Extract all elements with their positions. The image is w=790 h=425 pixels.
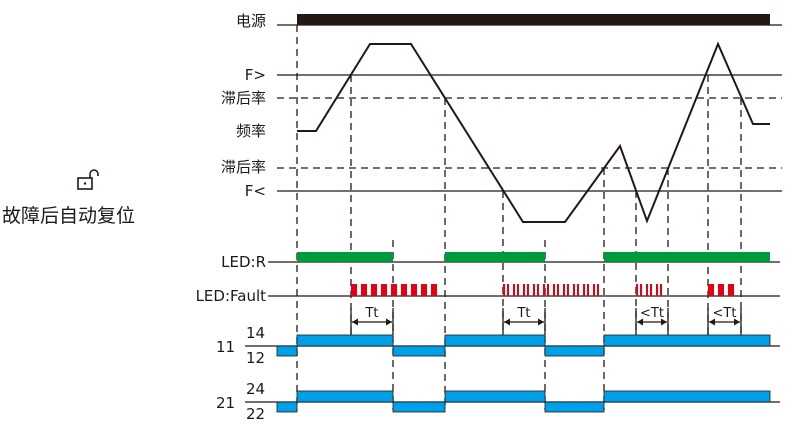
fault-pulse — [547, 284, 549, 296]
led-fault-pulses — [351, 284, 734, 296]
fault-pulse — [533, 284, 535, 296]
relay1-nc-label: 12 — [246, 349, 265, 367]
fault-pulse — [523, 284, 525, 296]
led-fault-label: LED:Fault — [196, 287, 267, 305]
fault-pulse — [597, 284, 599, 296]
relay2-closed-nc — [544, 401, 605, 413]
delay-markers: Tt Tt <Tt <Tt — [350, 306, 742, 335]
delay-label: <Tt — [640, 306, 664, 321]
relay2-closed-nc — [392, 401, 446, 413]
fault-pulse — [553, 284, 555, 296]
fault-pulse — [563, 284, 565, 296]
fault-pulse — [587, 284, 589, 296]
fault-pulse — [557, 284, 559, 296]
relay1-closed-no — [603, 334, 771, 347]
relay2-closed-nc — [276, 401, 298, 413]
fault-pulse — [361, 284, 367, 296]
fault-pulse — [351, 284, 357, 296]
fault-pulse — [381, 284, 387, 296]
delay-marker: Tt — [350, 306, 394, 335]
relay2-closed-no — [444, 390, 546, 403]
fault-pulse — [650, 284, 652, 296]
fault-pulse — [636, 284, 638, 296]
hyst-high-label: 滞后率 — [221, 89, 266, 107]
power-bar — [297, 14, 770, 25]
relay1-closed-nc — [276, 345, 298, 357]
f-high-label: F> — [245, 66, 266, 84]
relay-states — [276, 334, 771, 413]
delay-marker: <Tt — [707, 306, 742, 335]
fault-pulse — [503, 284, 505, 296]
relay2-common-label: 21 — [216, 394, 235, 412]
fault-pulse — [656, 284, 658, 296]
relay1-no-label: 14 — [246, 324, 265, 342]
fault-pulse — [401, 284, 407, 296]
fault-pulse — [577, 284, 579, 296]
relay1-closed-nc — [544, 345, 605, 357]
fault-pulse — [537, 284, 539, 296]
relay2-no-label: 24 — [246, 380, 265, 398]
fault-pulse — [371, 284, 377, 296]
fault-pulse — [527, 284, 529, 296]
fault-pulse — [543, 284, 545, 296]
relay1-common-label: 11 — [216, 338, 235, 356]
fault-pulse — [513, 284, 515, 296]
delay-label: Tt — [364, 306, 378, 321]
mode-text: 故障后自动复位 — [2, 205, 135, 227]
fault-pulse — [421, 284, 427, 296]
frequency-curve — [297, 41, 770, 224]
relay1-closed-nc — [392, 345, 446, 357]
delay-label: <Tt — [713, 306, 737, 321]
led-r-on-segments — [297, 252, 770, 262]
delay-label: Tt — [516, 306, 530, 321]
relay2-closed-no — [296, 390, 394, 403]
fault-pulse — [391, 284, 397, 296]
fault-pulse — [517, 284, 519, 296]
fault-pulse — [583, 284, 585, 296]
relay2-closed-no — [603, 390, 771, 403]
fault-pulse — [567, 284, 569, 296]
relay1-closed-no — [296, 334, 394, 347]
fault-pulse — [660, 284, 662, 296]
fault-pulse — [708, 284, 714, 296]
fault-pulse — [507, 284, 509, 296]
led-r-label: LED:R — [221, 253, 266, 271]
delay-marker: Tt — [502, 306, 546, 335]
power-label: 电源 — [236, 12, 266, 30]
fault-pulse — [593, 284, 595, 296]
fault-pulse — [646, 284, 648, 296]
f-low-label: F< — [245, 182, 266, 200]
relay2-nc-label: 22 — [246, 405, 265, 423]
fault-pulse — [718, 284, 724, 296]
fault-pulse — [728, 284, 734, 296]
fault-pulse — [411, 284, 417, 296]
fault-pulse — [573, 284, 575, 296]
fault-pulse — [431, 284, 437, 296]
fault-pulse — [640, 284, 642, 296]
unlock-icon — [77, 169, 99, 190]
hyst-low-label: 滞后率 — [221, 158, 266, 176]
frequency-label: 频率 — [236, 122, 266, 140]
delay-marker: <Tt — [635, 306, 669, 335]
relay1-closed-no — [444, 334, 546, 347]
